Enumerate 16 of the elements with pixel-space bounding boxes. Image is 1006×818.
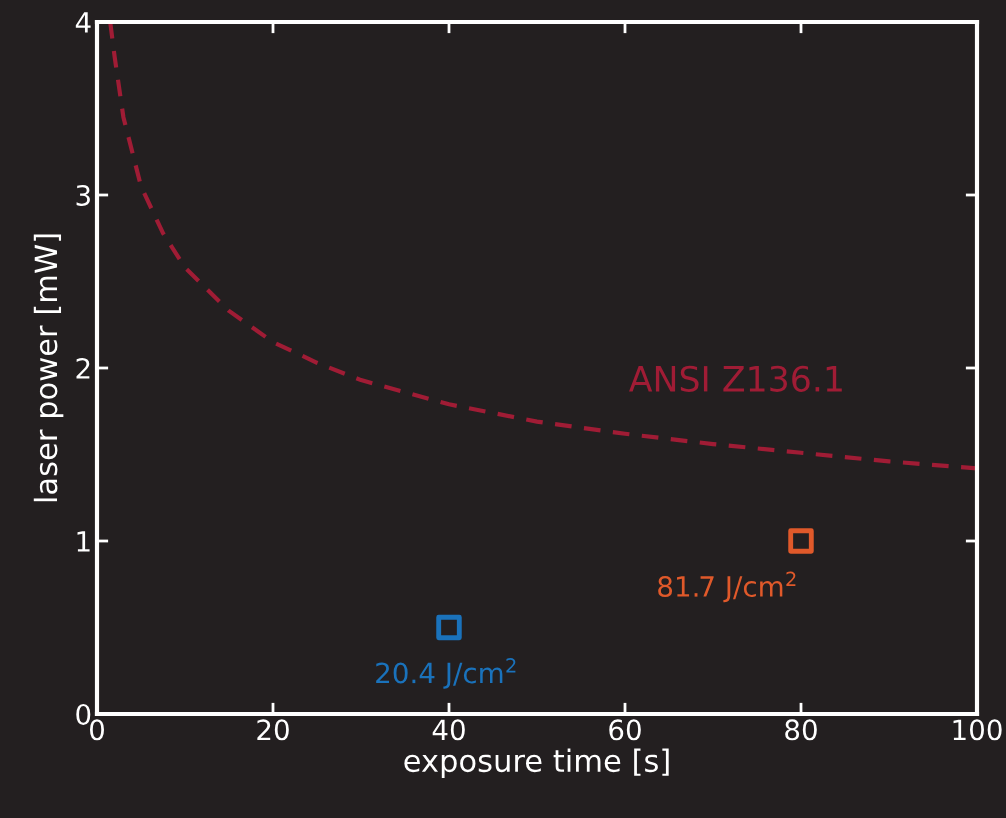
y-tick-label: 0 [76,703,91,725]
y-axis-title: laser power [mW] [33,234,64,502]
line-series [108,22,977,471]
x-tick-label: 20 [257,719,289,741]
x-axis-title: exposure time [s] [404,748,669,779]
annotation: 20.4 J/cm$^{2}$ [376,658,516,689]
x-tick-label: 60 [609,719,641,741]
x-tick-label: 40 [432,719,465,741]
annotation: 81.7 J/cm$^{2}$ [658,571,796,603]
y-tick-label: 3 [76,184,90,206]
x-tick-label: 80 [785,719,817,741]
y-tick-label: 2 [76,357,90,379]
series-label: ANSI Z136.1 [629,365,842,392]
y-tick-label: 4 [75,12,91,33]
x-tick-label: 100 [953,719,1002,741]
y-tick-label: 1 [77,531,90,552]
